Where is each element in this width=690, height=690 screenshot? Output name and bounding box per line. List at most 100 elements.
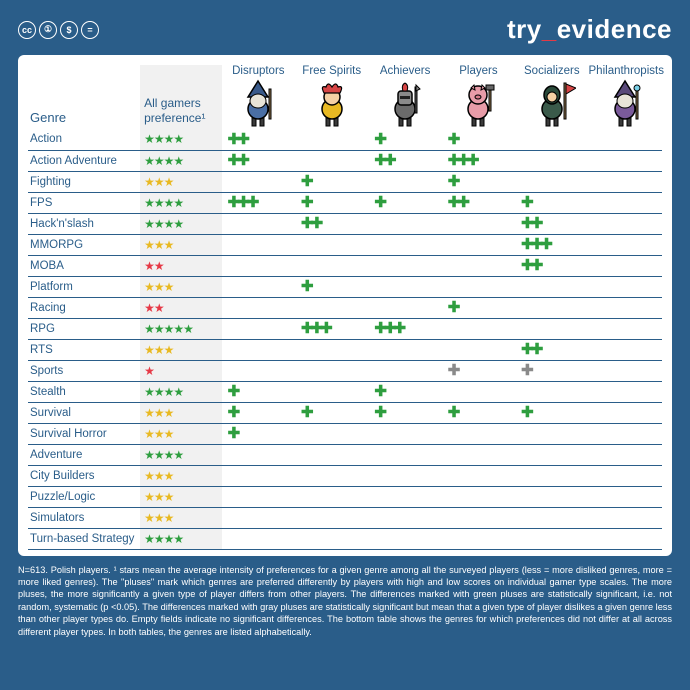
plus-cell: ✚: [295, 402, 368, 423]
plus-cell: [442, 507, 515, 528]
plus-cell: [295, 150, 368, 171]
plus-cell: [589, 402, 662, 423]
plus-cell: ✚✚✚: [515, 234, 588, 255]
pref-cell: ★★★: [140, 486, 222, 507]
plus-cell: [589, 297, 662, 318]
table-row: Survival★★★✚✚✚✚✚: [28, 402, 662, 423]
plus-cell: ✚: [222, 381, 295, 402]
plus-cell: ✚: [368, 402, 441, 423]
plus-cell: [295, 465, 368, 486]
plus-cell: ✚: [442, 129, 515, 150]
pref-cell: ★★: [140, 297, 222, 318]
table-row: City Builders★★★: [28, 465, 662, 486]
table-row: Puzzle/Logic★★★: [28, 486, 662, 507]
plus-cell: [222, 255, 295, 276]
type-header-4: Socializers: [515, 65, 588, 129]
plus-cell: ✚✚✚: [295, 318, 368, 339]
plus-cell: ✚: [442, 402, 515, 423]
plus-cell: ✚✚: [515, 339, 588, 360]
plus-cell: [368, 423, 441, 444]
genre-cell: Sports: [28, 360, 140, 381]
plus-cell: [295, 381, 368, 402]
plus-cell: [589, 318, 662, 339]
avatar-flagbearer-icon: [528, 79, 576, 127]
type-header-2: Achievers: [368, 65, 441, 129]
plus-cell: [222, 465, 295, 486]
plus-cell: [442, 318, 515, 339]
table-row: Simulators★★★: [28, 507, 662, 528]
topbar: cc ① $ = try_evidence: [18, 14, 672, 45]
plus-cell: ✚✚: [295, 213, 368, 234]
by-icon: ①: [39, 21, 57, 39]
plus-cell: [589, 276, 662, 297]
plus-cell: [368, 297, 441, 318]
plus-cell: [515, 297, 588, 318]
plus-cell: [515, 150, 588, 171]
genre-cell: Action: [28, 129, 140, 150]
genre-cell: Platform: [28, 276, 140, 297]
genre-cell: Fighting: [28, 171, 140, 192]
plus-cell: [222, 360, 295, 381]
pref-cell: ★★★: [140, 465, 222, 486]
genre-cell: Adventure: [28, 444, 140, 465]
plus-cell: [442, 276, 515, 297]
plus-cell: [442, 381, 515, 402]
table-row: Survival Horror★★★✚: [28, 423, 662, 444]
plus-cell: [222, 339, 295, 360]
pref-cell: ★★★★: [140, 213, 222, 234]
plus-cell: [589, 339, 662, 360]
table-row: RTS★★★✚✚: [28, 339, 662, 360]
plus-cell: ✚✚✚: [442, 150, 515, 171]
nd-icon: =: [81, 21, 99, 39]
avatar-jester-icon: [308, 79, 356, 127]
plus-cell: ✚✚✚: [368, 318, 441, 339]
plus-cell: [589, 360, 662, 381]
plus-cell: ✚: [295, 276, 368, 297]
pref-cell: ★★★: [140, 171, 222, 192]
plus-cell: [515, 129, 588, 150]
table-row: FPS★★★★✚✚✚✚✚✚✚✚: [28, 192, 662, 213]
type-header-5: Philanthropists: [589, 65, 662, 129]
table-row: Platform★★★✚: [28, 276, 662, 297]
plus-cell: [515, 528, 588, 549]
table-row: MOBA★★✚✚: [28, 255, 662, 276]
plus-cell: [368, 486, 441, 507]
plus-cell: ✚: [515, 192, 588, 213]
plus-cell: [222, 213, 295, 234]
plus-cell: [295, 507, 368, 528]
genre-cell: Hack'n'slash: [28, 213, 140, 234]
plus-cell: [515, 171, 588, 192]
plus-cell: [589, 192, 662, 213]
plus-cell: [515, 276, 588, 297]
plus-cell: [295, 486, 368, 507]
plus-cell: [589, 381, 662, 402]
genre-cell: Action Adventure: [28, 150, 140, 171]
plus-cell: [589, 507, 662, 528]
plus-cell: [222, 528, 295, 549]
plus-cell: [589, 486, 662, 507]
pref-cell: ★★★★: [140, 192, 222, 213]
avatar-knight-icon: [381, 79, 429, 127]
preference-table: Genre All gamers preference¹ Disruptors …: [28, 65, 662, 550]
plus-cell: [368, 213, 441, 234]
pref-cell: ★★★★: [140, 381, 222, 402]
plus-cell: [368, 276, 441, 297]
plus-cell: [589, 129, 662, 150]
genre-cell: MOBA: [28, 255, 140, 276]
plus-cell: [515, 486, 588, 507]
genre-cell: RPG: [28, 318, 140, 339]
plus-cell: [515, 423, 588, 444]
plus-cell: [368, 444, 441, 465]
plus-cell: ✚✚✚: [222, 192, 295, 213]
pref-cell: ★★★: [140, 339, 222, 360]
plus-cell: ✚: [442, 297, 515, 318]
plus-cell: [589, 171, 662, 192]
plus-cell: [368, 360, 441, 381]
genre-header: Genre: [28, 65, 140, 129]
table-row: Racing★★✚: [28, 297, 662, 318]
plus-cell: [295, 255, 368, 276]
pref-cell: ★★★★: [140, 528, 222, 549]
plus-cell: [589, 465, 662, 486]
pref-cell: ★★★: [140, 402, 222, 423]
plus-cell: [515, 507, 588, 528]
